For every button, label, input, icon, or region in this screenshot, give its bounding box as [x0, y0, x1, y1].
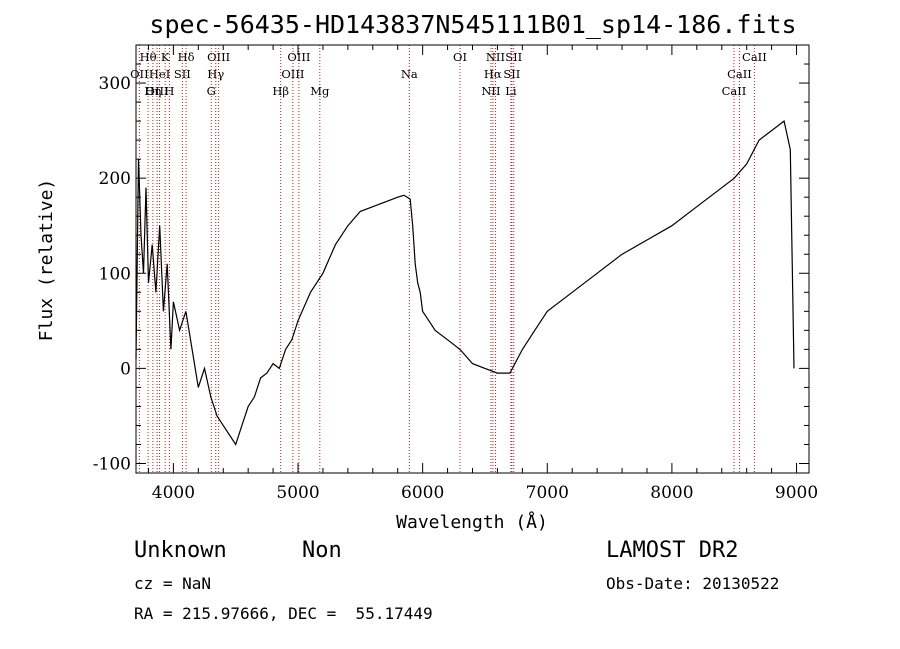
object-class: Unknown: [134, 538, 227, 563]
line-marker-label-5: OI: [453, 50, 467, 64]
line-marker-label-19: H: [164, 84, 174, 98]
x-axis-label: Wavelength (Å): [396, 511, 548, 533]
y-tick-label--100: -100: [93, 454, 131, 474]
plot-frame: [135, 44, 810, 474]
line-marker-label-10: HeI: [149, 67, 170, 81]
x-tick-label-5000: 5000: [276, 483, 319, 503]
line-marker-label-16: CaII: [727, 67, 752, 81]
line-marker-label-4: OIII: [287, 50, 310, 64]
object-subclass: Non: [302, 538, 342, 563]
line-marker-label-26: CaII: [722, 84, 747, 98]
line-marker-label-25: Li: [505, 84, 517, 98]
line-marker-label-12: Hγ: [207, 67, 224, 81]
chart-title: spec-56435-HD143837N545111B01_sp14-186.f…: [149, 10, 796, 39]
y-tick-label-0: 0: [120, 359, 131, 379]
redshift-cz: cz = NaN: [134, 574, 212, 593]
line-marker-label-14: Hα: [484, 67, 502, 81]
line-marker-label-6: NII: [486, 50, 505, 64]
y-tick-label-200: 200: [99, 169, 131, 189]
y-tick-label-100: 100: [99, 264, 131, 284]
x-tick-label-7000: 7000: [526, 483, 569, 503]
axis-ticks: 4000 5000 6000 7000 8000 9000 -100 0 100 200 300: [93, 44, 818, 503]
line-marker-label-3: OIII: [207, 50, 230, 64]
line-marker-label-2: Hδ: [178, 50, 195, 64]
line-marker-label-1: K: [161, 50, 170, 64]
x-tick-label-6000: 6000: [401, 483, 444, 503]
y-tick-label-300: 300: [99, 74, 131, 94]
line-marker-label-21: Hβ: [272, 84, 289, 98]
line-marker-label-17: OIII: [146, 84, 169, 98]
line-marker-label-23: Na: [401, 67, 418, 81]
line-marker-label-13: OIII: [281, 67, 304, 81]
line-marker-label-11: SII: [174, 67, 191, 81]
line-marker-label-22: Mg: [310, 84, 330, 98]
obs-date: Obs-Date: 20130522: [606, 574, 780, 593]
x-tick-label-8000: 8000: [650, 483, 693, 503]
line-marker-label-18: Hη: [144, 84, 161, 98]
line-marker-label-9: OII: [130, 67, 149, 81]
line-marker-label-20: G: [207, 84, 216, 98]
line-marker-label-24: NII: [481, 84, 500, 98]
line-marker-label-15: SII: [503, 67, 520, 81]
line-marker-label-7: SII: [505, 50, 522, 64]
line-marker-label-0: Hθ: [140, 50, 157, 64]
y-axis-label: Flux (relative): [36, 179, 57, 342]
x-tick-label-9000: 9000: [775, 483, 818, 503]
flux-series-line: [135, 120, 795, 446]
coordinates: RA = 215.97666, DEC = 55.17449: [134, 604, 433, 623]
x-tick-label-4000: 4000: [152, 483, 195, 503]
survey-name: LAMOST DR2: [606, 538, 739, 563]
line-marker-label-8: CaII: [742, 50, 767, 64]
